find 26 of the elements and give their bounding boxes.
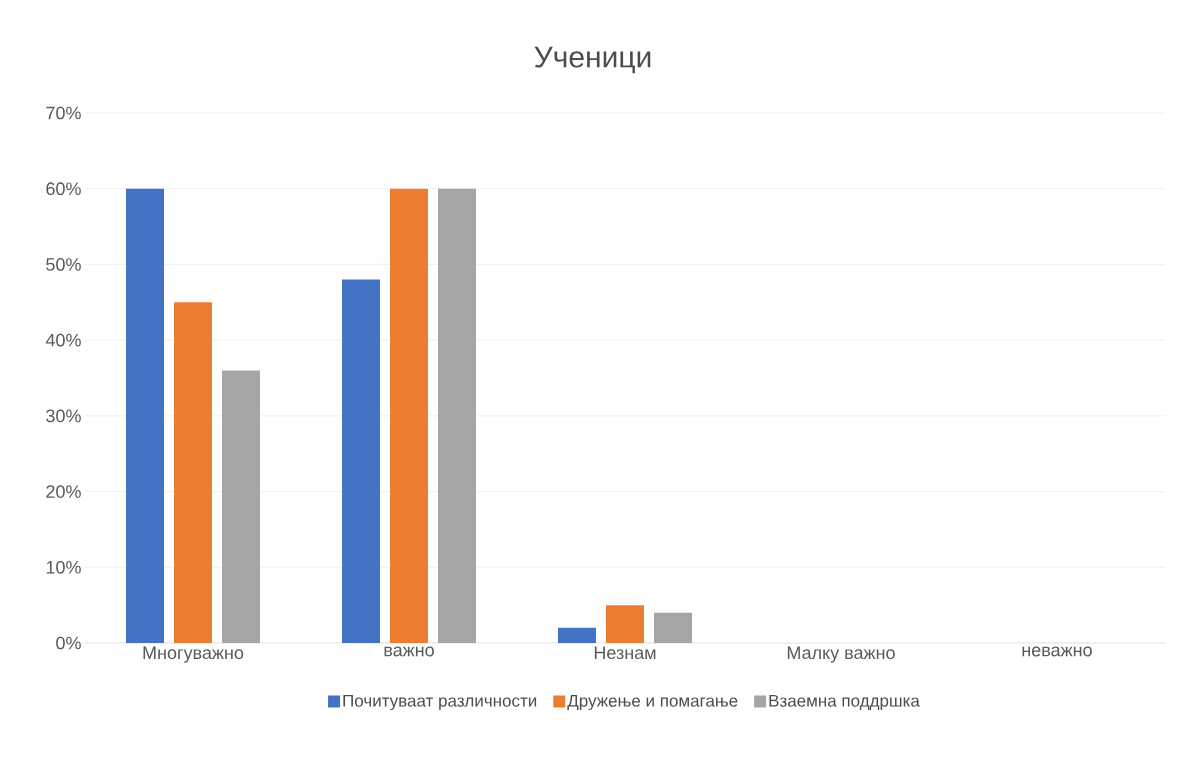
legend-label: Взаемна поддршка [769, 694, 920, 711]
x-tick-label: Многуважно [143, 646, 244, 663]
y-tick-label: 30% [46, 409, 81, 423]
y-tick-label: 20% [46, 485, 81, 498]
legend-label: Почитуваат различности [343, 694, 537, 711]
y-tick-label: 0% [56, 636, 81, 650]
bar [437, 188, 476, 643]
y-tick-label: 60% [46, 182, 81, 196]
bar [341, 279, 380, 643]
y-tick-label: 70% [46, 106, 81, 120]
y-tick-label: 50% [46, 258, 81, 271]
bar [653, 612, 692, 643]
x-tick-label: неважно [1022, 646, 1092, 657]
x-tick-label: Незнам [594, 646, 656, 660]
y-tick-label: 40% [45, 333, 81, 347]
bar [389, 188, 428, 643]
bar [174, 302, 212, 643]
bar [222, 370, 260, 643]
bar [126, 188, 164, 643]
y-tick-label: 10% [46, 560, 81, 574]
bar [557, 627, 596, 643]
x-tick-label: Малку важно [787, 646, 895, 663]
x-tick-label: важно [384, 646, 434, 657]
legend-label: Дружење и помагање [567, 694, 738, 711]
chart-title: Ученици [534, 46, 651, 74]
bar [605, 605, 644, 643]
